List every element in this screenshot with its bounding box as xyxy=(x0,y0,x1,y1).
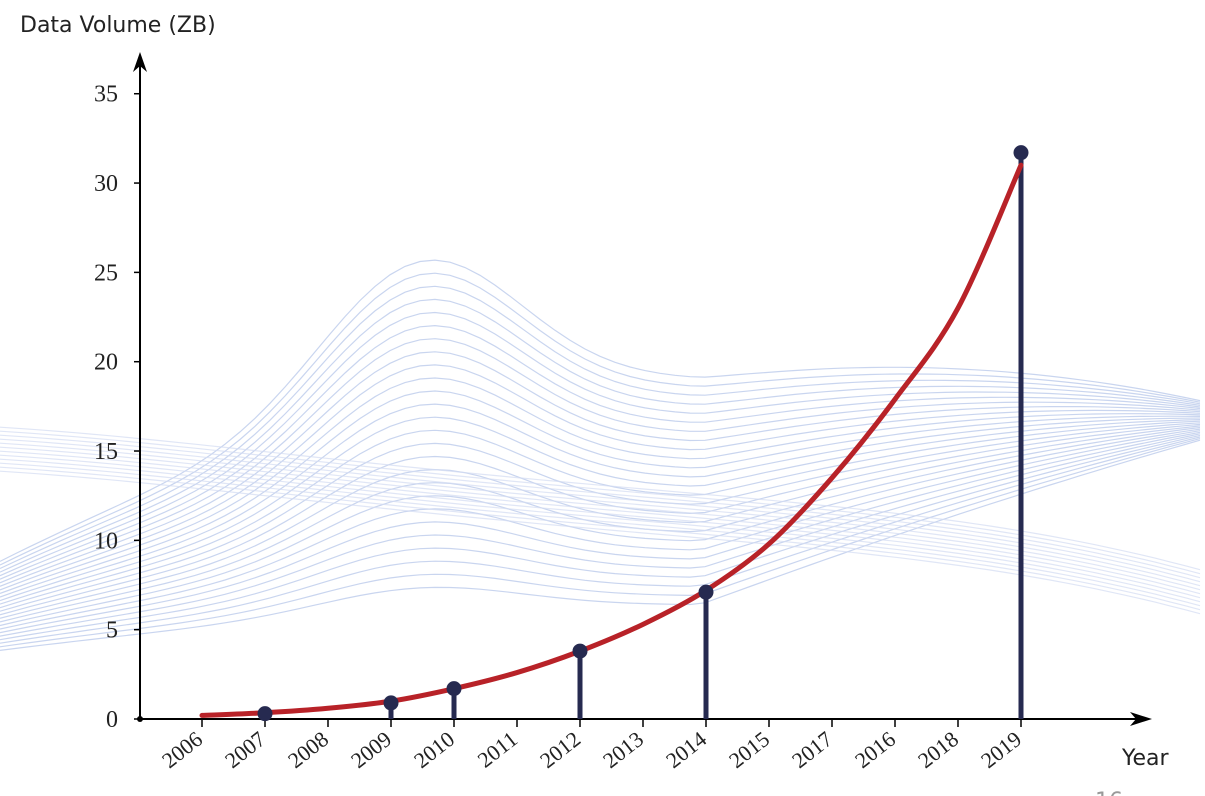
x-tick-label: 2006 xyxy=(157,726,207,773)
x-tick-label: 2007 xyxy=(220,726,270,773)
x-tick-label: 2017 xyxy=(787,726,837,773)
y-tick-label: 30 xyxy=(94,171,118,197)
stem-dot xyxy=(258,706,273,721)
x-tick-label: 2012 xyxy=(535,726,585,773)
x-tick-label: 2014 xyxy=(661,726,711,773)
y-tick-label: 35 xyxy=(94,82,118,108)
y-tick-label: 15 xyxy=(94,439,118,465)
y-tick-label: 20 xyxy=(94,350,118,376)
x-tick-label: 2011 xyxy=(473,726,522,772)
stem-dot xyxy=(1014,145,1029,160)
stem-dot xyxy=(447,681,462,696)
x-axis-label: Year xyxy=(1121,746,1170,771)
page-number: 16 xyxy=(1095,789,1123,796)
x-tick-label: 2018 xyxy=(913,726,963,773)
x-tick-label: 2013 xyxy=(598,726,648,773)
x-tick-label: 2016 xyxy=(850,726,900,773)
y-axis-label: Data Volume (ZB) xyxy=(20,13,216,38)
x-tick-label: 2010 xyxy=(409,726,459,773)
chart: Data Volume (ZB) Year 16 0 5 10 15 20 25 30 35 2… xyxy=(0,0,1205,796)
x-tick-label: 2009 xyxy=(346,726,396,773)
stem-dot xyxy=(384,695,399,710)
y-tick-label: 10 xyxy=(94,528,118,554)
y-tick-label: 5 xyxy=(106,618,118,644)
x-tick-label: 2015 xyxy=(724,726,774,773)
stem-dot xyxy=(699,585,714,600)
y-tick-label: 25 xyxy=(94,260,118,286)
y-tick-label: 0 xyxy=(106,707,118,733)
x-tick-label: 2008 xyxy=(283,726,333,773)
stem-dot xyxy=(573,644,588,659)
x-tick-label: 2019 xyxy=(976,726,1026,773)
